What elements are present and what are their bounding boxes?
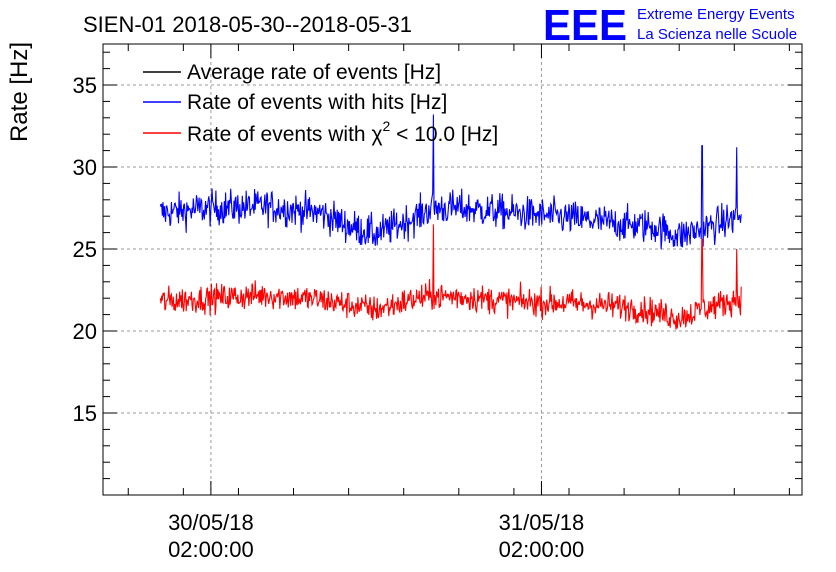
y-tick-label: 15 [73,401,97,426]
logo-line2: La Scienza nelle Scuole [637,26,797,43]
x-tick-label-time: 02:00:00 [499,537,585,562]
x-tick-label-time: 02:00:00 [168,537,254,562]
axes: 152025303530/05/1802:00:0031/05/1802:00:… [73,44,802,562]
series-line-1 [159,114,742,250]
logo-mark: EEE [543,1,627,50]
y-tick-label: 25 [73,237,97,262]
y-tick-label: 30 [73,155,97,180]
x-tick-label-date: 31/05/18 [499,510,585,535]
x-tick-label-date: 30/05/18 [168,510,254,535]
logo-line1: Extreme Energy Events [637,6,795,23]
legend-label-hits: Rate of events with hits [Hz] [187,91,447,114]
grid [103,44,802,495]
y-axis-label: Rate [Hz] [6,42,33,142]
legend-label-chi2: Rate of events with χ2 < 10.0 [Hz] [187,118,498,146]
plot-frame [102,43,803,496]
chart-title: SIEN-01 2018-05-30--2018-05-31 [83,12,412,37]
y-tick-label: 20 [73,319,97,344]
series-layer [159,114,742,330]
legend: Average rate of events [Hz] Rate of even… [143,61,498,146]
series-line-2 [159,224,742,330]
eee-logo: EEE Extreme Energy Events La Scienza nel… [543,1,797,50]
legend-label-average: Average rate of events [Hz] [187,61,441,84]
y-tick-label: 35 [73,73,97,98]
